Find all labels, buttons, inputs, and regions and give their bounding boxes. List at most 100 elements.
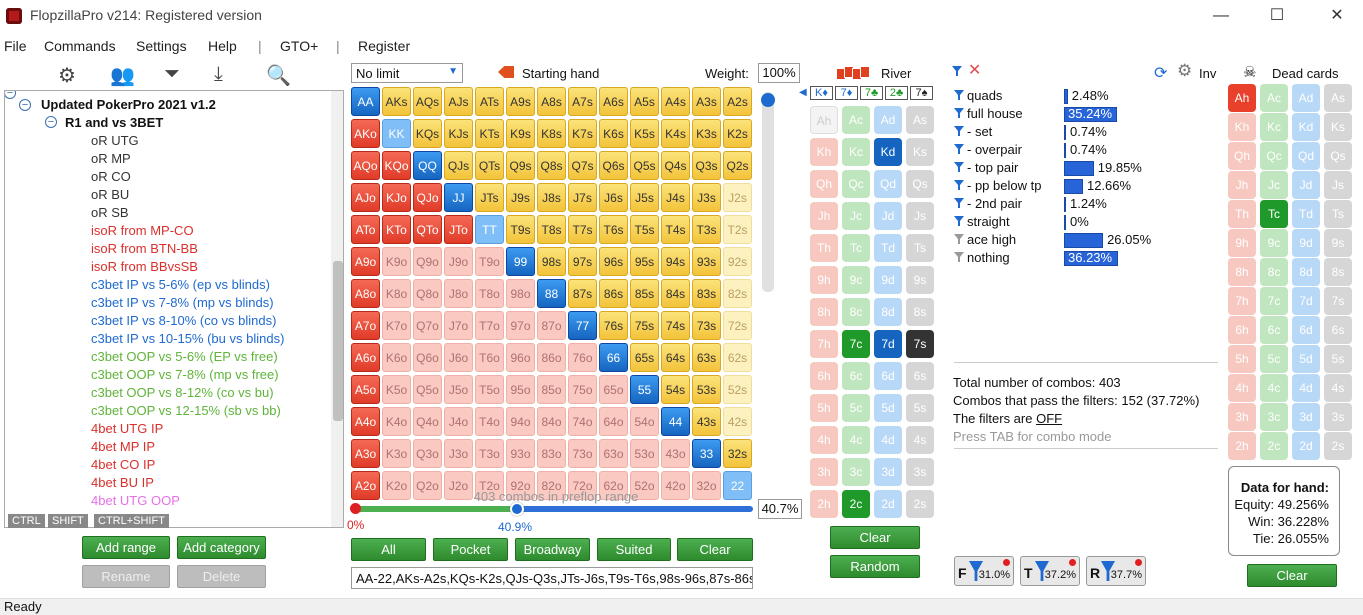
- card-5d[interactable]: 5d: [874, 394, 902, 422]
- card-2c[interactable]: 2c: [842, 490, 870, 518]
- hand-cell[interactable]: 94o: [506, 407, 535, 436]
- hand-cell[interactable]: 88: [537, 279, 566, 308]
- tree-item[interactable]: c3bet OOP vs 8-12% (co vs bu): [91, 385, 274, 400]
- hand-cell[interactable]: 63s: [692, 343, 721, 372]
- menu-register[interactable]: Register: [358, 38, 411, 54]
- filter-row[interactable]: - 2nd pair: [954, 196, 1022, 211]
- inv-label[interactable]: Inv: [1199, 66, 1217, 81]
- hand-cell[interactable]: 97s: [568, 247, 597, 276]
- filter-row[interactable]: quads: [954, 88, 1002, 103]
- filter-icon[interactable]: [952, 64, 964, 78]
- hand-cell[interactable]: J6s: [599, 183, 628, 212]
- card-As[interactable]: As: [1324, 84, 1352, 112]
- clear-filters-icon[interactable]: ✕: [968, 62, 982, 79]
- hand-cell[interactable]: KJo: [382, 183, 411, 212]
- hand-cell[interactable]: 63o: [599, 439, 628, 468]
- filter-row[interactable]: ace high: [954, 232, 1016, 247]
- hand-cell[interactable]: J6o: [444, 343, 473, 372]
- card-2s[interactable]: 2s: [1324, 432, 1352, 460]
- card-6c[interactable]: 6c: [1260, 316, 1288, 344]
- minimize-button[interactable]: —: [1213, 7, 1229, 24]
- board-card[interactable]: K♦: [810, 86, 833, 100]
- hand-cell[interactable]: 52o: [630, 471, 659, 500]
- grid-scroll-track[interactable]: [762, 92, 774, 292]
- filters-off-link[interactable]: OFF: [1036, 411, 1063, 426]
- hand-cell[interactable]: 98s: [537, 247, 566, 276]
- hand-cell[interactable]: 62s: [723, 343, 752, 372]
- card-Qs[interactable]: Qs: [906, 170, 934, 198]
- hand-cell[interactable]: K7o: [382, 311, 411, 340]
- hand-cell[interactable]: 75s: [630, 311, 659, 340]
- hand-cell[interactable]: 92s: [723, 247, 752, 276]
- tree-item[interactable]: c3bet OOP vs 12-15% (sb vs bb): [91, 403, 281, 418]
- card-5s[interactable]: 5s: [1324, 345, 1352, 373]
- card-3h[interactable]: 3h: [1228, 403, 1256, 431]
- tree-item[interactable]: c3bet OOP vs 5-6% (EP vs free): [91, 349, 278, 364]
- hand-cell[interactable]: AKs: [382, 87, 411, 116]
- card-5s[interactable]: 5s: [906, 394, 934, 422]
- card-9h[interactable]: 9h: [1228, 229, 1256, 257]
- funnel-icon[interactable]: [954, 198, 964, 208]
- limit-select[interactable]: No limit ▼: [351, 63, 463, 83]
- card-Jh[interactable]: Jh: [810, 202, 838, 230]
- hand-cell[interactable]: 66: [599, 343, 628, 372]
- tree-item[interactable]: 4bet UTG OOP: [91, 493, 180, 508]
- hand-cell[interactable]: TT: [475, 215, 504, 244]
- card-9s[interactable]: 9s: [906, 266, 934, 294]
- hand-cell[interactable]: J8o: [444, 279, 473, 308]
- funnel-icon[interactable]: [954, 126, 964, 136]
- hand-cell[interactable]: 96o: [506, 343, 535, 372]
- funnel-icon[interactable]: [954, 216, 964, 226]
- hand-cell[interactable]: Q2s: [723, 151, 752, 180]
- hand-cell[interactable]: T8o: [475, 279, 504, 308]
- card-4h[interactable]: 4h: [810, 426, 838, 454]
- hand-cell[interactable]: J5o: [444, 375, 473, 404]
- tree-item[interactable]: oR MP: [91, 151, 131, 166]
- hand-cell[interactable]: 54o: [630, 407, 659, 436]
- hand-cell[interactable]: 73s: [692, 311, 721, 340]
- card-5c[interactable]: 5c: [842, 394, 870, 422]
- board-card[interactable]: 7♣: [860, 86, 883, 100]
- hand-cell[interactable]: 22: [723, 471, 752, 500]
- hand-cell[interactable]: 95s: [630, 247, 659, 276]
- card-Td[interactable]: Td: [874, 234, 902, 262]
- stat-button-r[interactable]: R 37.7%: [1086, 556, 1146, 586]
- hand-cell[interactable]: A7s: [568, 87, 597, 116]
- hand-cell[interactable]: T6s: [599, 215, 628, 244]
- board-random-button[interactable]: Random: [830, 555, 920, 578]
- settings-gear-icon[interactable]: ⚙: [1177, 61, 1193, 80]
- hand-cell[interactable]: T7s: [568, 215, 597, 244]
- hand-cell[interactable]: 53o: [630, 439, 659, 468]
- hand-cell[interactable]: J9o: [444, 247, 473, 276]
- card-Ah[interactable]: Ah: [1228, 84, 1256, 112]
- card-Ks[interactable]: Ks: [1324, 113, 1352, 141]
- funnel-icon[interactable]: [954, 252, 964, 262]
- hand-cell[interactable]: T5s: [630, 215, 659, 244]
- hand-cell[interactable]: AJo: [351, 183, 380, 212]
- card-4d[interactable]: 4d: [1292, 374, 1320, 402]
- card-8s[interactable]: 8s: [906, 298, 934, 326]
- hand-cell[interactable]: QTo: [413, 215, 442, 244]
- hand-cell[interactable]: AJs: [444, 87, 473, 116]
- hand-cell[interactable]: QJs: [444, 151, 473, 180]
- filter-row[interactable]: nothing: [954, 250, 1010, 265]
- board-prev-icon[interactable]: ◀: [799, 87, 807, 98]
- slider-pct-input[interactable]: 40.7%: [758, 499, 802, 519]
- card-7d[interactable]: 7d: [1292, 287, 1320, 315]
- card-8d[interactable]: 8d: [874, 298, 902, 326]
- hand-cell[interactable]: T7o: [475, 311, 504, 340]
- hand-cell[interactable]: 53s: [692, 375, 721, 404]
- range-slider-min-knob[interactable]: [350, 503, 361, 514]
- hand-cell[interactable]: JJ: [444, 183, 473, 212]
- hand-cell[interactable]: 93s: [692, 247, 721, 276]
- hand-cell[interactable]: KK: [382, 119, 411, 148]
- hand-cell[interactable]: 32o: [692, 471, 721, 500]
- hand-cell[interactable]: JTs: [475, 183, 504, 212]
- hand-cell[interactable]: Q9s: [506, 151, 535, 180]
- hand-cell[interactable]: QTs: [475, 151, 504, 180]
- hand-cell[interactable]: 32s: [723, 439, 752, 468]
- tree-item[interactable]: 4bet CO IP: [91, 457, 156, 472]
- card-3s[interactable]: 3s: [906, 458, 934, 486]
- hand-cell[interactable]: A3s: [692, 87, 721, 116]
- card-Qh[interactable]: Qh: [810, 170, 838, 198]
